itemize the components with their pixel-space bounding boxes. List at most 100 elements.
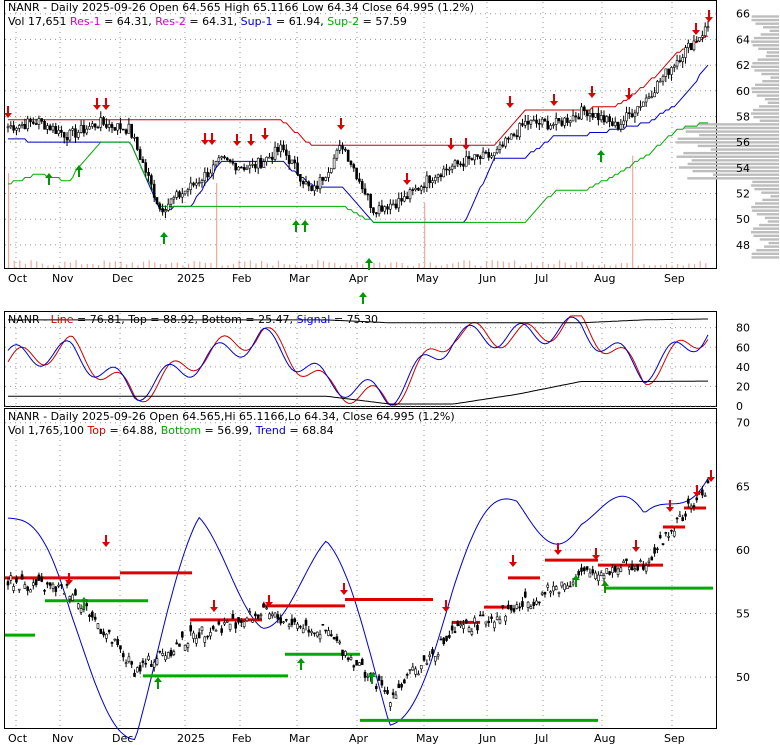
candle-body xyxy=(62,132,66,138)
osc-y-tick: 40 xyxy=(736,361,750,374)
candle-body xyxy=(332,157,336,169)
candle-body xyxy=(74,128,77,138)
candle-body xyxy=(6,126,10,129)
candle-body xyxy=(329,168,333,173)
candle-body xyxy=(363,188,367,195)
lower-candle-body xyxy=(341,649,344,656)
lower-candle-body xyxy=(363,671,367,678)
lower-candle-body xyxy=(76,603,80,609)
header-run: NANR - xyxy=(8,313,51,326)
header-run: Signal xyxy=(297,313,331,326)
volume-profile-bar xyxy=(757,58,779,61)
lower-candle-body xyxy=(335,636,339,641)
lower-candle-body xyxy=(130,661,133,665)
volume-bar xyxy=(508,262,510,268)
lower-candle-body xyxy=(203,636,207,643)
volume-bar xyxy=(81,264,83,268)
volume-bar xyxy=(204,262,206,268)
lower-candle-body xyxy=(270,613,274,617)
lower-candle-body xyxy=(254,613,257,617)
volume-bar xyxy=(362,264,364,268)
volume-bar xyxy=(30,260,32,268)
candle-body xyxy=(186,189,190,192)
lower-candle-body xyxy=(374,686,378,689)
volume-bar xyxy=(210,262,212,268)
lower-candle-body xyxy=(554,586,558,590)
lower-candle-body xyxy=(439,638,443,641)
lower-candle-body xyxy=(594,572,597,579)
lower-candle-body xyxy=(285,619,288,621)
candle-body xyxy=(121,128,125,131)
lower-candle-body xyxy=(442,637,446,645)
candle-body xyxy=(675,60,679,67)
volume-profile-bar xyxy=(751,209,779,212)
candle-body xyxy=(504,137,507,147)
lower-candle-body xyxy=(9,575,13,581)
lower-candle-body xyxy=(329,634,333,637)
candle-body xyxy=(540,118,544,125)
lower-candle-body xyxy=(670,529,673,532)
volume-profile-bar xyxy=(756,249,779,252)
candle-body xyxy=(248,165,252,169)
lower-candle-body xyxy=(29,589,32,593)
lower-y-tick: 70 xyxy=(736,417,750,430)
candle-body xyxy=(583,106,586,112)
lower-candle-body xyxy=(287,624,291,627)
buy-arrow xyxy=(45,173,53,178)
lower-candle-body xyxy=(405,674,409,676)
buy-arrow xyxy=(292,220,300,225)
candle-body xyxy=(37,118,41,125)
volume-bar xyxy=(131,262,133,268)
candle-body xyxy=(318,177,322,190)
volume-bar xyxy=(92,264,94,268)
volume-profile-bar xyxy=(758,47,779,51)
volume-bar xyxy=(36,261,38,268)
volume-bar xyxy=(75,260,77,268)
lower-candle-body xyxy=(237,617,240,623)
candle-body xyxy=(588,113,592,117)
candle-body xyxy=(352,164,356,169)
header-run: = 57.59 xyxy=(359,15,407,28)
lower-candle-body xyxy=(225,621,229,623)
lower-candle-body xyxy=(32,582,35,586)
lower-candle-body xyxy=(678,514,682,517)
candle-body xyxy=(327,172,330,178)
lower-candle-body xyxy=(313,632,316,635)
price-y-tick: 50 xyxy=(736,213,750,226)
lower-candle-body xyxy=(175,642,178,645)
lower-candle-body xyxy=(681,517,684,521)
candle-body xyxy=(493,152,496,157)
candle-body xyxy=(290,159,294,164)
lower-candle-body xyxy=(459,624,462,627)
lower-candle-body xyxy=(217,621,221,625)
candle-body xyxy=(321,177,325,181)
candle-body xyxy=(147,172,150,176)
volume-bar xyxy=(13,260,15,268)
candle-body xyxy=(76,132,80,138)
volume-profile-bar xyxy=(753,108,779,112)
volume-profile-bar xyxy=(761,191,779,194)
x-label-top: Apr xyxy=(349,272,369,285)
lower-candle-body xyxy=(647,560,651,563)
candle-body xyxy=(464,156,468,167)
lower-candle-body xyxy=(166,652,170,659)
candle-body xyxy=(12,125,15,131)
candle-body xyxy=(546,120,550,130)
candle-body xyxy=(254,164,257,169)
lower-candle-body xyxy=(147,655,150,660)
volume-profile-bar xyxy=(753,115,779,119)
candle-body xyxy=(15,127,18,131)
lower-candle-body xyxy=(397,683,401,689)
x-label-top: Aug xyxy=(594,272,615,285)
trend-line xyxy=(7,477,709,741)
candle-body xyxy=(358,178,361,182)
lower-candle-body xyxy=(605,568,609,574)
sell-arrow xyxy=(93,105,101,110)
x-label-bottom: Apr xyxy=(349,732,369,745)
lower-candle-body xyxy=(566,585,569,589)
x-label-bottom: May xyxy=(416,732,439,745)
lower-candle-body xyxy=(183,644,187,651)
volume-profile-bar xyxy=(756,94,779,97)
lower-candle-body xyxy=(133,672,136,677)
candle-body xyxy=(703,26,707,36)
